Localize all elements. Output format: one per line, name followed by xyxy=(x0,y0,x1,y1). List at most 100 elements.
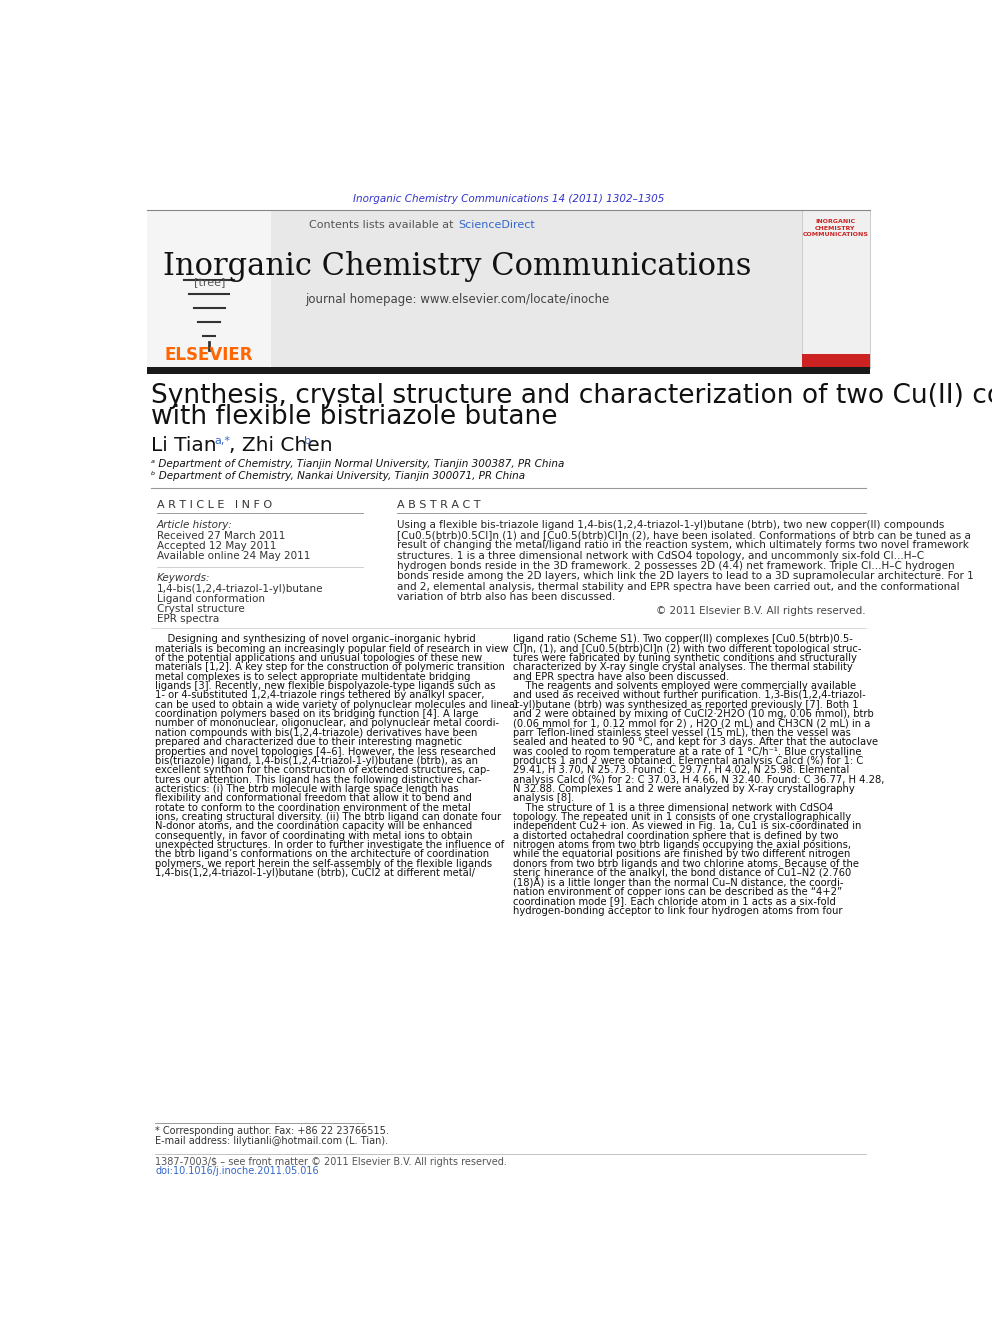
Text: prepared and characterized due to their interesting magnetic: prepared and characterized due to their … xyxy=(155,737,462,747)
Text: (0.06 mmol for 1, 0.12 mmol for 2) , H2O (2 mL) and CH3CN (2 mL) in a: (0.06 mmol for 1, 0.12 mmol for 2) , H2O… xyxy=(513,718,870,729)
Text: doi:10.1016/j.inoche.2011.05.016: doi:10.1016/j.inoche.2011.05.016 xyxy=(155,1167,318,1176)
Text: ScienceDirect: ScienceDirect xyxy=(458,220,535,230)
Text: EPR spectra: EPR spectra xyxy=(157,614,219,624)
Text: donors from two btrb ligands and two chlorine atoms. Because of the: donors from two btrb ligands and two chl… xyxy=(513,859,859,869)
Text: ligands [3]. Recently, new flexible bispolyazole-type ligands such as: ligands [3]. Recently, new flexible bisp… xyxy=(155,681,495,691)
Text: The reagents and solvents employed were commercially available: The reagents and solvents employed were … xyxy=(513,681,856,691)
Text: journal homepage: www.elsevier.com/locate/inoche: journal homepage: www.elsevier.com/locat… xyxy=(306,294,609,306)
Text: 1387-7003/$ – see front matter © 2011 Elsevier B.V. All rights reserved.: 1387-7003/$ – see front matter © 2011 El… xyxy=(155,1158,507,1167)
Text: rotate to conform to the coordination environment of the metal: rotate to conform to the coordination en… xyxy=(155,803,471,812)
Text: bonds reside among the 2D layers, which link the 2D layers to lead to a 3D supra: bonds reside among the 2D layers, which … xyxy=(397,572,973,582)
Text: with flexible bistriazole butane: with flexible bistriazole butane xyxy=(151,405,558,430)
Text: of the potential applications and unusual topologies of these new: of the potential applications and unusua… xyxy=(155,654,482,663)
Text: analysis Calcd (%) for 2: C 37.03, H 4.66, N 32.40. Found: C 36.77, H 4.28,: analysis Calcd (%) for 2: C 37.03, H 4.6… xyxy=(513,774,885,785)
Text: sealed and heated to 90 °C, and kept for 3 days. After that the autoclave: sealed and heated to 90 °C, and kept for… xyxy=(513,737,878,747)
Bar xyxy=(803,355,870,368)
Text: 29.41, H 3.70, N 25.73. Found: C 29.77, H 4.02, N 25.98. Elemental: 29.41, H 3.70, N 25.73. Found: C 29.77, … xyxy=(513,765,849,775)
Text: steric hinerance of the analkyl, the bond distance of Cu1–N2 (2.760: steric hinerance of the analkyl, the bon… xyxy=(513,868,851,878)
Text: nation environment of copper ions can be described as the “4+2”: nation environment of copper ions can be… xyxy=(513,886,842,897)
Text: ligand ratio (Scheme S1). Two copper(II) complexes [Cu0.5(btrb)0.5-: ligand ratio (Scheme S1). Two copper(II)… xyxy=(513,634,853,644)
Text: [tree]: [tree] xyxy=(193,277,225,287)
Text: tures were fabricated by tuning synthetic conditions and structurally: tures were fabricated by tuning syntheti… xyxy=(513,654,857,663)
Text: products 1 and 2 were obtained. Elemental analysis Calcd (%) for 1: C: products 1 and 2 were obtained. Elementa… xyxy=(513,755,863,766)
Text: tures our attention. This ligand has the following distinctive char-: tures our attention. This ligand has the… xyxy=(155,774,482,785)
Text: characterized by X-ray single crystal analyses. The thermal stability: characterized by X-ray single crystal an… xyxy=(513,663,853,672)
Text: can be used to obtain a wide variety of polynuclear molecules and linear: can be used to obtain a wide variety of … xyxy=(155,700,519,709)
Text: hydrogen-bonding acceptor to link four hydrogen atoms from four: hydrogen-bonding acceptor to link four h… xyxy=(513,905,842,916)
Text: materials is becoming an increasingly popular field of research in view: materials is becoming an increasingly po… xyxy=(155,643,509,654)
Text: The structure of 1 is a three dimensional network with CdSO4: The structure of 1 is a three dimensiona… xyxy=(513,803,833,812)
Text: 1-yl)butane (btrb) was synthesized as reported previously [7]. Both 1: 1-yl)butane (btrb) was synthesized as re… xyxy=(513,700,859,709)
Text: and used as received without further purification. 1,3-Bis(1,2,4-triazol-: and used as received without further pur… xyxy=(513,691,866,700)
Text: 1,4-bis(1,2,4-triazol-1-yl)butane: 1,4-bis(1,2,4-triazol-1-yl)butane xyxy=(157,585,323,594)
Text: flexibility and conformational freedom that allow it to bend and: flexibility and conformational freedom t… xyxy=(155,794,472,803)
Text: structures. 1 is a three dimensional network with CdSO4 topology, and uncommonly: structures. 1 is a three dimensional net… xyxy=(397,550,924,561)
Text: metal complexes is to select appropriate multidentate bridging: metal complexes is to select appropriate… xyxy=(155,672,470,681)
Text: © 2011 Elsevier B.V. All rights reserved.: © 2011 Elsevier B.V. All rights reserved… xyxy=(656,606,866,615)
Text: polymers, we report herein the self-assembly of the flexible ligands: polymers, we report herein the self-asse… xyxy=(155,859,492,869)
Text: result of changing the metal/ligand ratio in the reaction system, which ultimate: result of changing the metal/ligand rati… xyxy=(397,540,968,550)
Text: a,*: a,* xyxy=(214,435,231,446)
Text: A R T I C L E   I N F O: A R T I C L E I N F O xyxy=(157,500,272,511)
Text: Cl]n, (1), and [Cu0.5(btrb)Cl]n (2) with two different topological struc-: Cl]n, (1), and [Cu0.5(btrb)Cl]n (2) with… xyxy=(513,643,861,654)
Text: b: b xyxy=(304,435,310,446)
Text: and 2 were obtained by mixing of CuCl2·2H2O (10 mg, 0.06 mmol), btrb: and 2 were obtained by mixing of CuCl2·2… xyxy=(513,709,874,720)
Text: Keywords:: Keywords: xyxy=(157,573,210,583)
Text: INORGANIC
CHEMISTRY
COMMUNICATIONS: INORGANIC CHEMISTRY COMMUNICATIONS xyxy=(803,220,868,237)
Text: Designing and synthesizing of novel organic–inorganic hybrid: Designing and synthesizing of novel orga… xyxy=(155,634,476,644)
Text: Synthesis, crystal structure and characterization of two Cu(II) complexes assemb: Synthesis, crystal structure and charact… xyxy=(151,382,992,409)
Text: unexpected structures. In order to further investigate the influence of: unexpected structures. In order to furth… xyxy=(155,840,504,851)
Text: Li Tian: Li Tian xyxy=(151,435,223,455)
Text: variation of btrb also has been discussed.: variation of btrb also has been discusse… xyxy=(397,593,615,602)
Text: , Zhi Chen: , Zhi Chen xyxy=(229,435,339,455)
Text: topology. The repeated unit in 1 consists of one crystallographically: topology. The repeated unit in 1 consist… xyxy=(513,812,851,822)
Text: 1,4-bis(1,2,4-triazol-1-yl)butane (btrb), CuCl2 at different metal/: 1,4-bis(1,2,4-triazol-1-yl)butane (btrb)… xyxy=(155,868,475,878)
Text: excellent synthon for the construction of extended structures, cap-: excellent synthon for the construction o… xyxy=(155,765,490,775)
Text: E-mail address: lilytianli@hotmail.com (L. Tian).: E-mail address: lilytianli@hotmail.com (… xyxy=(155,1136,388,1146)
Bar xyxy=(147,368,870,374)
Text: number of mononuclear, oligonuclear, and polynuclear metal coordi-: number of mononuclear, oligonuclear, and… xyxy=(155,718,499,729)
Text: materials [1,2]. A key step for the construction of polymeric transition: materials [1,2]. A key step for the cons… xyxy=(155,663,505,672)
Text: properties and novel topologies [4–6]. However, the less researched: properties and novel topologies [4–6]. H… xyxy=(155,746,496,757)
Text: the btrb ligand’s conformations on the architecture of coordination: the btrb ligand’s conformations on the a… xyxy=(155,849,489,860)
Text: acteristics: (i) The btrb molecule with large space length has: acteristics: (i) The btrb molecule with … xyxy=(155,785,458,794)
Text: while the equatorial positions are finished by two different nitrogen: while the equatorial positions are finis… xyxy=(513,849,850,860)
Text: * Corresponding author. Fax: +86 22 23766515.: * Corresponding author. Fax: +86 22 2376… xyxy=(155,1126,389,1136)
Text: A B S T R A C T: A B S T R A C T xyxy=(397,500,480,511)
Text: (18)Å) is a little longer than the normal Cu–N distance, the coordi-: (18)Å) is a little longer than the norma… xyxy=(513,877,843,889)
Text: parr Teflon-lined stainless steel vessel (15 mL), then the vessel was: parr Teflon-lined stainless steel vessel… xyxy=(513,728,851,738)
Text: Contents lists available at: Contents lists available at xyxy=(310,220,457,230)
Text: and EPR spectra have also been discussed.: and EPR spectra have also been discussed… xyxy=(513,672,729,681)
Text: Inorganic Chemistry Communications 14 (2011) 1302–1305: Inorganic Chemistry Communications 14 (2… xyxy=(353,193,664,204)
Text: N-donor atoms, and the coordination capacity will be enhanced: N-donor atoms, and the coordination capa… xyxy=(155,822,472,831)
Text: ᵇ Department of Chemistry, Nankai University, Tianjin 300071, PR China: ᵇ Department of Chemistry, Nankai Univer… xyxy=(151,471,525,482)
Text: Ligand conformation: Ligand conformation xyxy=(157,594,265,605)
Text: Available online 24 May 2011: Available online 24 May 2011 xyxy=(157,552,310,561)
Text: nitrogen atoms from two btrb ligands occupying the axial positions,: nitrogen atoms from two btrb ligands occ… xyxy=(513,840,851,851)
Text: ᵃ Department of Chemistry, Tianjin Normal University, Tianjin 300387, PR China: ᵃ Department of Chemistry, Tianjin Norma… xyxy=(151,459,564,470)
Text: N 32.88. Complexes 1 and 2 were analyzed by X-ray crystallography: N 32.88. Complexes 1 and 2 were analyzed… xyxy=(513,785,855,794)
Text: Crystal structure: Crystal structure xyxy=(157,605,244,614)
Text: nation compounds with bis(1,2,4-triazole) derivatives have been: nation compounds with bis(1,2,4-triazole… xyxy=(155,728,477,738)
Text: Accepted 12 May 2011: Accepted 12 May 2011 xyxy=(157,541,276,552)
Text: hydrogen bonds reside in the 3D framework. 2 possesses 2D (4.4) net framework. T: hydrogen bonds reside in the 3D framewor… xyxy=(397,561,954,572)
Text: 1- or 4-substituted 1,2,4-triazole rings tethered by analkyl spacer,: 1- or 4-substituted 1,2,4-triazole rings… xyxy=(155,691,484,700)
Text: consequently, in favor of coordinating with metal ions to obtain: consequently, in favor of coordinating w… xyxy=(155,831,472,840)
Text: coordination polymers based on its bridging function [4]. A large: coordination polymers based on its bridg… xyxy=(155,709,478,720)
Text: Article history:: Article history: xyxy=(157,520,232,529)
Text: Inorganic Chemistry Communications: Inorganic Chemistry Communications xyxy=(163,251,752,282)
Bar xyxy=(271,210,803,368)
Text: ELSEVIER: ELSEVIER xyxy=(165,347,254,364)
Text: [Cu0.5(btrb)0.5Cl]n (1) and [Cu0.5(btrb)Cl]n (2), have been isolated. Conformati: [Cu0.5(btrb)0.5Cl]n (1) and [Cu0.5(btrb)… xyxy=(397,531,971,540)
Text: a distorted octahedral coordination sphere that is defined by two: a distorted octahedral coordination sphe… xyxy=(513,831,838,840)
Text: was cooled to room temperature at a rate of 1 °C/h⁻¹. Blue crystalline: was cooled to room temperature at a rate… xyxy=(513,746,861,757)
Bar xyxy=(147,210,271,368)
Text: independent Cu2+ ion. As viewed in Fig. 1a, Cu1 is six-coordinated in: independent Cu2+ ion. As viewed in Fig. … xyxy=(513,822,861,831)
Bar xyxy=(803,210,870,368)
Text: ions, creating structural diversity. (ii) The btrb ligand can donate four: ions, creating structural diversity. (ii… xyxy=(155,812,501,822)
Text: bis(triazole) ligand, 1,4-bis(1,2,4-triazol-1-yl)butane (btrb), as an: bis(triazole) ligand, 1,4-bis(1,2,4-tria… xyxy=(155,755,478,766)
Text: analysis [8].: analysis [8]. xyxy=(513,794,574,803)
Text: Using a flexible bis-triazole ligand 1,4-bis(1,2,4-triazol-1-yl)butane (btrb), t: Using a flexible bis-triazole ligand 1,4… xyxy=(397,520,944,529)
Text: and 2, elemental analysis, thermal stability and EPR spectra have been carried o: and 2, elemental analysis, thermal stabi… xyxy=(397,582,959,591)
Text: coordination mode [9]. Each chloride atom in 1 acts as a six-fold: coordination mode [9]. Each chloride ato… xyxy=(513,896,836,906)
